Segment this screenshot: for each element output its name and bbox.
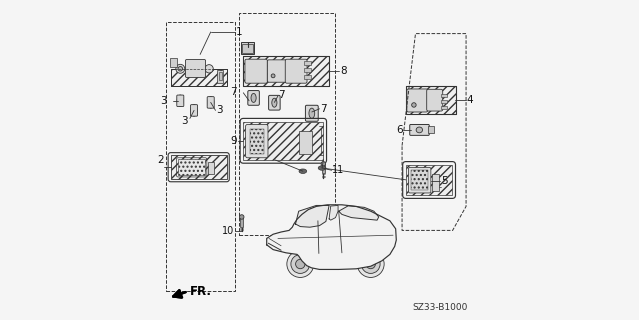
Bar [322,164,325,173]
Ellipse shape [208,97,214,108]
Circle shape [271,74,275,78]
Text: 4: 4 [466,95,473,105]
Bar [171,69,227,86]
Text: 9: 9 [230,136,237,146]
Ellipse shape [251,93,256,102]
Text: 7: 7 [279,90,285,100]
Ellipse shape [299,169,307,173]
Text: 7: 7 [229,87,236,97]
FancyBboxPatch shape [305,105,318,121]
FancyBboxPatch shape [177,95,184,107]
Circle shape [196,66,203,74]
Bar [239,13,335,235]
FancyBboxPatch shape [410,124,429,135]
Text: 3: 3 [181,116,188,126]
Bar [406,86,456,114]
Polygon shape [329,205,338,220]
Polygon shape [266,205,396,269]
Bar [208,162,214,174]
Ellipse shape [416,127,422,133]
FancyBboxPatch shape [207,97,214,108]
FancyBboxPatch shape [245,124,268,158]
Ellipse shape [191,105,197,116]
Circle shape [357,251,384,277]
Bar [243,56,329,86]
Text: 5: 5 [441,176,448,186]
Bar [243,122,323,160]
FancyBboxPatch shape [407,89,427,112]
FancyBboxPatch shape [245,59,267,83]
Bar [166,22,235,291]
FancyBboxPatch shape [408,167,431,193]
Bar [406,165,452,195]
Circle shape [287,251,314,277]
Bar [298,131,311,154]
Text: 7: 7 [320,104,327,114]
Bar [428,126,434,133]
Text: 11: 11 [332,165,344,175]
Bar [240,217,243,227]
FancyBboxPatch shape [248,91,259,105]
Text: SZ33-B1000: SZ33-B1000 [412,303,468,312]
Bar [432,174,439,191]
Circle shape [205,65,213,73]
Bar [217,70,223,83]
Ellipse shape [309,108,314,118]
Bar [170,58,177,67]
Bar [171,155,227,179]
Text: 3: 3 [160,96,167,106]
Circle shape [291,255,310,273]
Text: FR.: FR. [190,285,212,298]
Bar [304,75,311,79]
FancyBboxPatch shape [268,95,280,110]
Text: 2: 2 [157,155,164,165]
Text: 8: 8 [340,66,346,76]
Bar [441,94,447,97]
Polygon shape [339,206,379,220]
Bar [304,61,311,65]
Circle shape [296,259,305,269]
Bar [243,56,329,86]
Bar [219,72,222,80]
FancyBboxPatch shape [270,239,278,244]
Bar [171,69,227,86]
Bar [441,106,447,109]
Bar [441,100,447,103]
Bar [406,86,456,114]
Ellipse shape [318,166,326,170]
Circle shape [366,259,375,269]
FancyBboxPatch shape [285,59,307,83]
Bar [178,159,205,175]
FancyBboxPatch shape [190,105,197,116]
Ellipse shape [272,98,277,107]
Ellipse shape [321,162,326,166]
FancyBboxPatch shape [427,89,443,111]
Bar [242,44,253,53]
Ellipse shape [240,215,244,219]
Circle shape [178,67,183,71]
Bar [250,129,264,154]
FancyArrowPatch shape [173,290,186,298]
Text: 1: 1 [235,27,242,37]
Circle shape [176,64,185,73]
Bar [304,68,311,72]
Bar [241,42,254,54]
Bar [411,170,428,190]
Polygon shape [295,205,329,227]
Text: 10: 10 [222,226,234,236]
Text: 3: 3 [217,105,223,116]
FancyBboxPatch shape [267,60,286,82]
Text: 6: 6 [396,125,403,135]
Circle shape [412,103,416,107]
Ellipse shape [177,95,183,107]
Circle shape [361,255,380,273]
FancyBboxPatch shape [185,60,206,77]
